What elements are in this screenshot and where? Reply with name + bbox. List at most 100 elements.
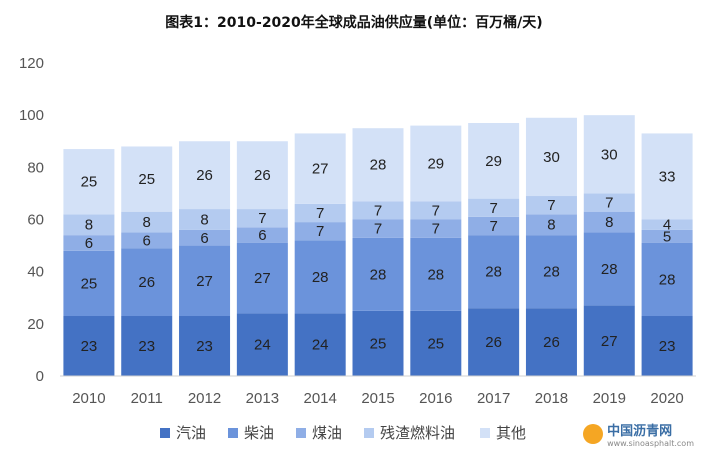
bar-segment xyxy=(294,222,346,241)
bar-segment xyxy=(294,203,346,223)
bar-segment xyxy=(525,196,577,215)
bar-segment xyxy=(468,216,520,236)
bar-segment xyxy=(294,240,346,314)
legend-label: 其他 xyxy=(496,424,526,442)
data-label: 29 xyxy=(485,153,502,170)
bar-segment xyxy=(121,146,173,212)
y-tick-label: 120 xyxy=(19,55,44,72)
data-label: 6 xyxy=(143,232,151,249)
bar-segment xyxy=(525,308,577,376)
data-label: 28 xyxy=(370,157,387,174)
data-label: 7 xyxy=(316,205,324,222)
data-label: 27 xyxy=(312,161,329,178)
bar-segment xyxy=(179,209,231,230)
bar-segment xyxy=(236,313,288,376)
bar-segment xyxy=(236,242,288,314)
bar-segment xyxy=(352,310,404,376)
bar-segment xyxy=(410,219,462,238)
bar-segment xyxy=(294,133,346,204)
data-label: 28 xyxy=(485,264,502,281)
x-tick-label: 2019 xyxy=(593,390,626,407)
source-logo: 中国沥青网 www.sinoasphalt.com xyxy=(583,420,694,448)
bar-segment xyxy=(63,149,115,215)
y-tick-label: 40 xyxy=(27,264,44,281)
bar-segment xyxy=(121,316,173,376)
data-label: 7 xyxy=(432,202,440,219)
data-label: 5 xyxy=(663,228,671,245)
bar-segment xyxy=(179,245,231,317)
bar-segment xyxy=(410,201,462,220)
bar-segment xyxy=(410,125,462,202)
y-axis: 0 20 40 60 80 100 120 xyxy=(19,55,44,385)
legend-label: 柴油 xyxy=(244,424,274,442)
legend: 汽油 柴油 煤油 残渣燃料油 其他 xyxy=(160,424,526,442)
bar-segment xyxy=(583,232,635,306)
data-label: 26 xyxy=(138,274,155,291)
bar-segment xyxy=(410,310,462,376)
x-tick-label: 2011 xyxy=(131,390,163,407)
bar-segment xyxy=(121,211,173,233)
data-label: 27 xyxy=(254,270,271,287)
data-label: 7 xyxy=(605,195,613,212)
bar-segment xyxy=(63,316,115,376)
bar-segment xyxy=(410,237,462,311)
data-label: 6 xyxy=(258,227,266,244)
data-label: 23 xyxy=(659,338,676,355)
bar-segment xyxy=(641,133,693,220)
bar-segment xyxy=(179,316,231,376)
data-label: 4 xyxy=(663,217,671,234)
data-label: 7 xyxy=(258,210,266,227)
bar-segment xyxy=(236,227,288,243)
y-tick-label: 80 xyxy=(27,159,44,176)
data-label: 24 xyxy=(312,337,329,354)
bar-segment xyxy=(352,201,404,220)
bar-segment xyxy=(352,128,404,202)
x-tick-label: 2015 xyxy=(361,390,394,407)
bar-segment xyxy=(641,316,693,376)
y-tick-label: 100 xyxy=(19,107,44,124)
data-label: 26 xyxy=(485,334,502,351)
data-label: 33 xyxy=(659,168,676,185)
data-label: 27 xyxy=(601,333,618,350)
x-tick-label: 2018 xyxy=(535,390,568,407)
data-label: 30 xyxy=(601,146,618,163)
legend-label: 残渣燃料油 xyxy=(380,424,455,442)
data-label: 27 xyxy=(196,273,213,290)
bar-segment xyxy=(468,308,520,376)
x-tick-label: 2014 xyxy=(303,390,336,407)
chart-title: 图表1：2010-2020年全球成品油供应量(单位：百万桶/天) xyxy=(165,15,543,31)
data-label: 8 xyxy=(143,214,151,231)
x-tick-label: 2020 xyxy=(650,390,683,407)
data-label: 25 xyxy=(138,171,155,188)
x-tick-label: 2013 xyxy=(246,390,279,407)
bar-segment xyxy=(583,305,635,376)
bar-segment xyxy=(179,229,231,246)
data-label: 8 xyxy=(85,217,93,234)
bar-segment xyxy=(468,235,520,309)
data-label: 26 xyxy=(254,167,271,184)
bar-segment xyxy=(525,117,577,197)
data-label: 25 xyxy=(81,174,98,191)
data-label: 25 xyxy=(427,335,444,352)
bar-segment xyxy=(352,219,404,238)
y-tick-label: 60 xyxy=(27,212,44,229)
data-label: 7 xyxy=(374,202,382,219)
data-label: 30 xyxy=(543,149,560,166)
data-label: 29 xyxy=(427,155,444,172)
bar-segment xyxy=(641,242,693,317)
data-label: 6 xyxy=(85,235,93,252)
bar-segment xyxy=(294,313,346,376)
bar-segment xyxy=(468,122,520,199)
data-label: 7 xyxy=(316,223,324,240)
bar-segment xyxy=(641,219,693,230)
data-label: 8 xyxy=(605,214,613,231)
y-tick-label: 20 xyxy=(27,316,44,333)
bar-segment xyxy=(583,115,635,194)
bar-segment xyxy=(63,250,115,317)
bar-segment xyxy=(525,214,577,236)
logo-text: 中国沥青网 xyxy=(607,424,673,439)
bar-area: 2325682523266825232768262427672624287727… xyxy=(63,115,693,376)
legend-swatch xyxy=(296,428,306,438)
bar-segment xyxy=(63,214,115,236)
